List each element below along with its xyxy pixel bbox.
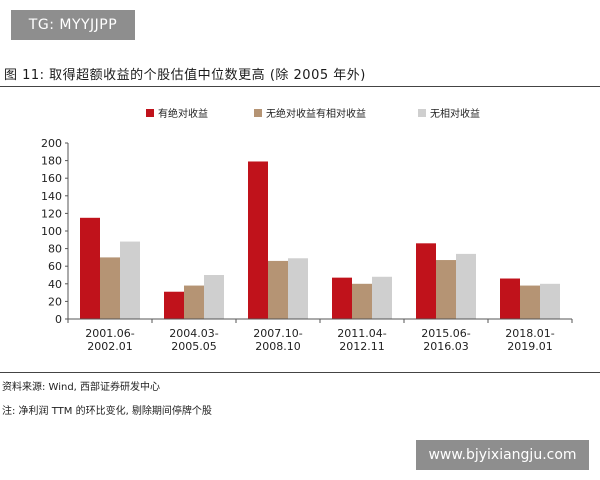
y-tick-label: 40	[48, 278, 62, 291]
watermark: www.bjyixiangju.com	[416, 440, 589, 470]
y-tick-label: 120	[41, 207, 62, 220]
y-tick-label: 80	[48, 243, 62, 256]
y-tick-label: 160	[41, 172, 62, 185]
x-tick-label: 2011.04-	[337, 327, 386, 340]
bar	[500, 278, 520, 319]
bar	[248, 161, 268, 319]
x-tick-label: 2012.11	[339, 340, 385, 353]
bar	[204, 275, 224, 319]
bar	[100, 257, 120, 319]
source-note: 资料来源: Wind, 西部证券研发中心	[2, 382, 161, 393]
x-tick-label: 2008.10	[255, 340, 301, 353]
legend: 有绝对收益 无绝对收益有相对收益 无相对收益	[146, 107, 480, 120]
y-tick-label: 60	[48, 260, 62, 273]
bar	[268, 260, 288, 319]
bar	[436, 260, 456, 319]
bar	[80, 217, 100, 319]
legend-label: 无相对收益	[430, 107, 480, 120]
bar	[456, 253, 476, 319]
footer-divider	[0, 372, 600, 373]
title-divider	[0, 86, 600, 87]
y-tick-label: 180	[41, 155, 62, 168]
y-axis: 0 20 40 60 80 100 120 140 160 180 200	[41, 137, 69, 326]
bar	[332, 277, 352, 319]
x-tick-label: 2005.05	[171, 340, 217, 353]
x-tick-label: 2002.01	[87, 340, 133, 353]
legend-swatch	[254, 109, 262, 117]
bar	[520, 285, 540, 319]
legend-label: 无绝对收益有相对收益	[266, 107, 366, 120]
bar	[352, 283, 372, 319]
y-tick-label: 140	[41, 190, 62, 203]
x-tick-label: 2016.03	[423, 340, 469, 353]
footnote: 注: 净利润 TTM 的环比变化, 剔除期间停牌个股	[2, 406, 212, 417]
y-tick-label: 20	[48, 295, 62, 308]
bar	[120, 241, 140, 319]
bar-chart: 有绝对收益 无绝对收益有相对收益 无相对收益 0 20 40 60 80 100 120 140 1…	[41, 107, 573, 353]
x-tick-label: 2018.01-	[505, 327, 554, 340]
y-tick-label: 100	[41, 225, 62, 238]
x-tick-label: 2015.06-	[421, 327, 470, 340]
y-tick-label: 200	[41, 137, 62, 150]
x-axis: 2001.06-2002.012004.03-2005.052007.10-20…	[67, 318, 573, 353]
legend-swatch	[146, 109, 154, 117]
bars	[80, 161, 560, 319]
legend-swatch	[418, 109, 426, 117]
tg-badge: TG: MYYJJPP	[11, 10, 135, 40]
x-tick-label: 2007.10-	[253, 327, 302, 340]
figure-title: 图 11: 取得超额收益的个股估值中位数更高 (除 2005 年外)	[4, 68, 366, 83]
x-tick-label: 2019.01	[507, 340, 553, 353]
x-tick-label: 2004.03-	[169, 327, 218, 340]
bar	[416, 243, 436, 319]
legend-label: 有绝对收益	[158, 107, 208, 120]
x-tick-label: 2001.06-	[85, 327, 134, 340]
bar	[372, 276, 392, 319]
bar	[288, 258, 308, 319]
bar	[540, 283, 560, 319]
y-tick-label: 0	[55, 313, 62, 326]
bar	[164, 291, 184, 319]
bar	[184, 285, 204, 319]
